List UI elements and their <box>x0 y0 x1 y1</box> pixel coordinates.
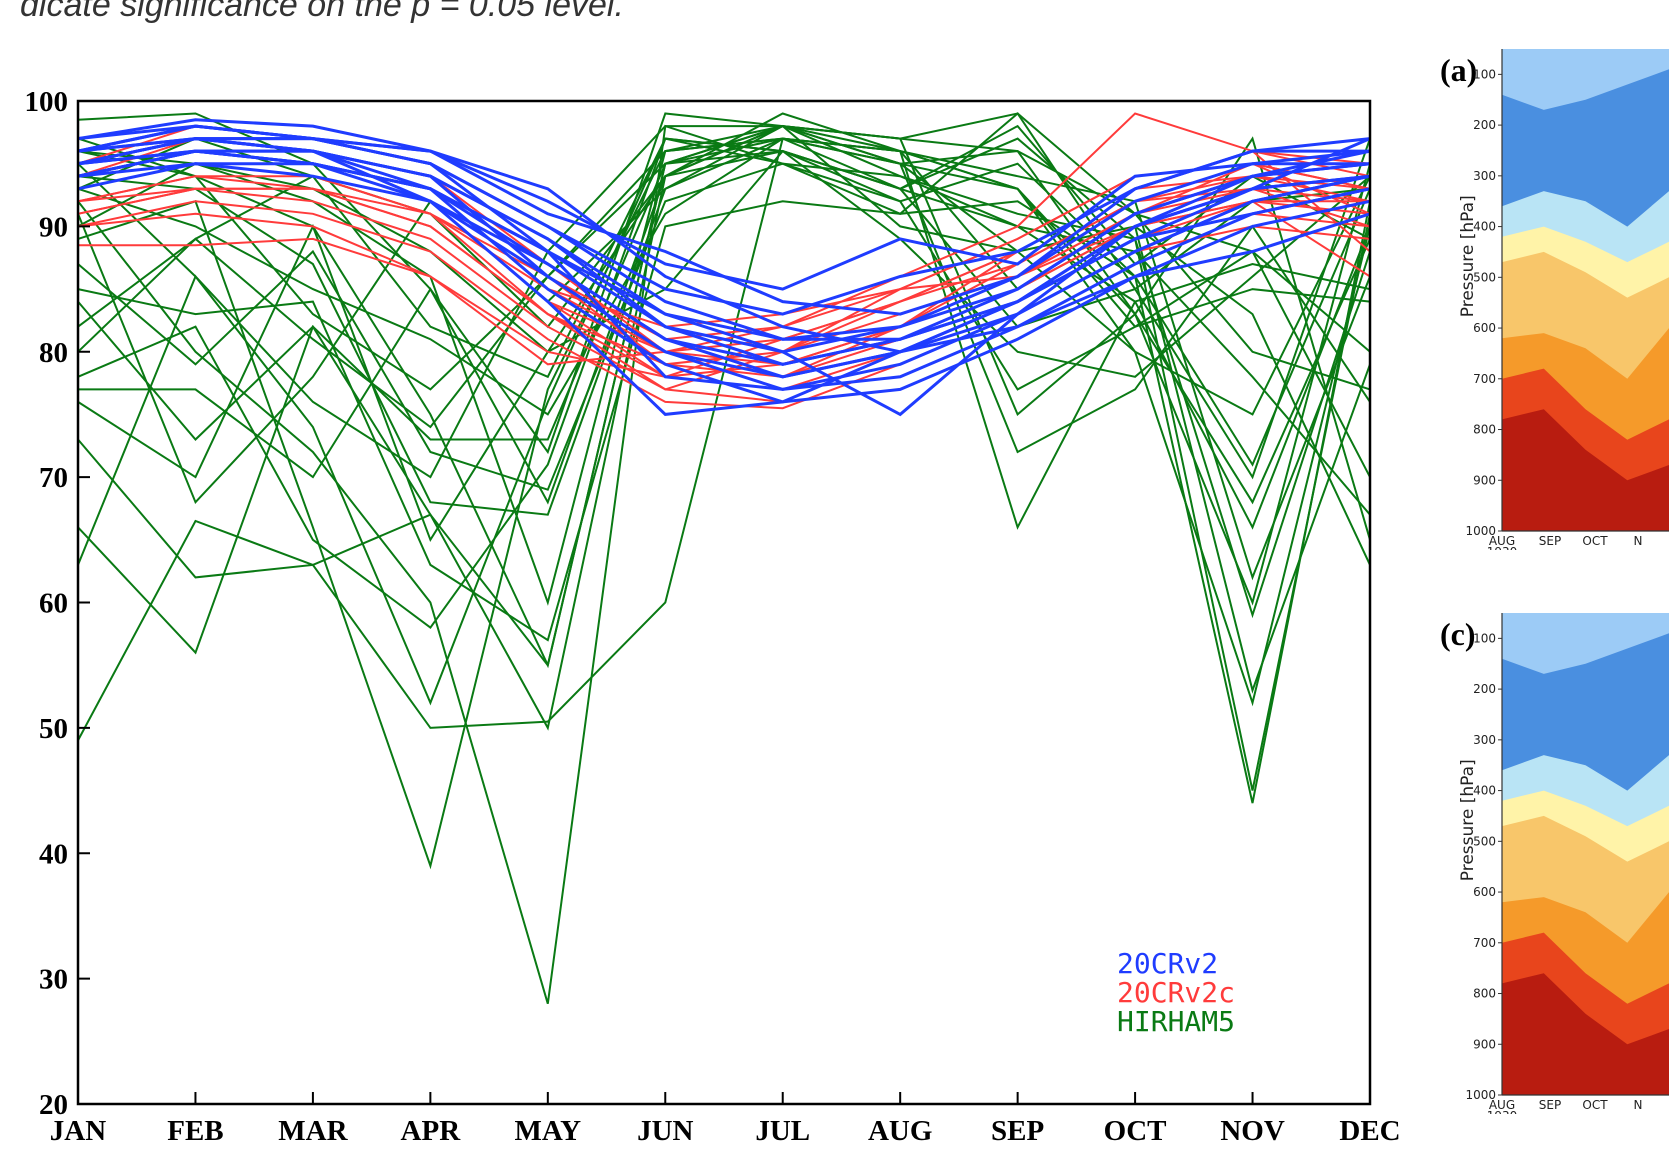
x-tick-label-apr: APR <box>401 1115 462 1147</box>
series-line-20crv2-0 <box>77 118 1371 354</box>
x-tick-label-oct: OCT <box>1104 1115 1167 1147</box>
pressure-tick-label: 500 <box>1473 834 1496 848</box>
x-tick-label-mar: MAR <box>278 1115 348 1147</box>
series-line-hirham5-50 <box>77 137 1371 581</box>
x-tick-label-sep: SEP <box>991 1115 1044 1147</box>
series-line-hirham5-54 <box>77 124 1371 391</box>
x-tick-label-jun: JUN <box>637 1115 693 1147</box>
y-tick-label: 40 <box>39 838 68 870</box>
series-line-20crv2-14 <box>77 124 1371 291</box>
pressure-tick-label: 900 <box>1473 473 1496 487</box>
panel-label-a: (a) <box>1440 52 1478 88</box>
y-tick-label: 50 <box>39 713 68 745</box>
series-layer <box>77 112 1371 1004</box>
series-line-20crv2-9 <box>77 162 1371 416</box>
series-line-20crv2-12 <box>77 149 1371 366</box>
pressure-tick-label: 300 <box>1473 733 1496 747</box>
series-line-hirham5-40 <box>77 112 1371 642</box>
y-tick-label: 80 <box>39 337 68 369</box>
pressure-tick-label: 200 <box>1473 118 1496 132</box>
pressure-tick-label: 600 <box>1473 885 1496 899</box>
caption-fragment: dicate significance on the p = 0.05 leve… <box>20 0 624 24</box>
x-tick-label-dec: DEC <box>1339 1115 1400 1147</box>
time-tick-label: OCT <box>1582 534 1608 548</box>
legend-entry-20crv2: 20CRv2 <box>1117 947 1218 980</box>
y-tick-label: 100 <box>25 86 69 118</box>
time-tick-label: 1930 <box>1487 545 1518 550</box>
y-tick-label: 30 <box>39 964 68 996</box>
time-tick-label: AUG <box>1489 534 1515 548</box>
pressure-tick-label: 900 <box>1473 1037 1496 1051</box>
pressure-axis-label: Pressure [hPa] <box>1458 195 1478 317</box>
pressure-tick-label: 200 <box>1473 682 1496 696</box>
x-tick-label-nov: NOV <box>1220 1115 1285 1147</box>
pressure-tick-label: 1000 <box>1465 1088 1496 1102</box>
pressure-tick-label: 800 <box>1473 987 1496 1001</box>
time-tick-label: OCT <box>1582 1098 1608 1112</box>
pressure-tick-label: 800 <box>1473 423 1496 437</box>
series-line-hirham5-55 <box>77 112 1371 543</box>
pressure-tick-label: 100 <box>1473 67 1496 81</box>
y-tick-label: 20 <box>39 1089 68 1121</box>
time-tick-label: 1930 <box>1487 1109 1518 1114</box>
series-line-20crv2-13 <box>77 149 1371 379</box>
series-line-20crv2c-30 <box>77 187 1370 341</box>
panel-label-c: (c) <box>1440 616 1476 652</box>
x-tick-label-aug: AUG <box>868 1115 932 1147</box>
series-line-hirham5-42 <box>77 137 1371 566</box>
legend-entry-20crv2c: 20CRv2c <box>1117 976 1235 1009</box>
series-line-hirham5-48 <box>77 125 1371 694</box>
pressure-tick-label: 400 <box>1473 784 1496 798</box>
pressure-tick-label: 1000 <box>1465 524 1496 538</box>
heatmap-band-7 <box>1502 409 1669 531</box>
x-tick-label-jul: JUL <box>755 1115 810 1147</box>
series-line-hirham5-43 <box>77 149 1371 378</box>
pressure-tick-label: 500 <box>1473 270 1496 284</box>
pressure-tick-label: 400 <box>1473 220 1496 234</box>
y-tick-label: 60 <box>39 588 68 620</box>
x-tick-label-may: MAY <box>515 1115 582 1147</box>
series-line-20crv2-1 <box>77 137 1371 341</box>
legend-entry-hirham5: HIRHAM5 <box>1117 1005 1235 1038</box>
axes: 20 30 40 50 60 70 80 90 100 JAN FEB MAR APR MAY JUN JUL… <box>25 86 1401 1147</box>
time-tick-label: SEP <box>1539 1098 1561 1112</box>
pressure-axis-label: Pressure [hPa] <box>1458 759 1478 881</box>
pressure-tick-label: 700 <box>1473 372 1496 386</box>
time-tick-label: AUG <box>1489 1098 1515 1112</box>
time-tick-label: N <box>1634 534 1643 548</box>
pressure-tick-label: 700 <box>1473 936 1496 950</box>
y-tick-label: 90 <box>39 211 68 243</box>
y-tick-label: 70 <box>39 462 68 494</box>
series-line-20crv2-15 <box>77 162 1371 341</box>
pressure-tick-label: 600 <box>1473 321 1496 335</box>
heatmap-panel-c: 100 200 300 400 500 600 700 800 900 1000 Pressure … <box>1458 613 1669 1114</box>
heatmap-band-7 <box>1502 973 1669 1095</box>
x-tick-label-feb: FEB <box>167 1115 223 1147</box>
pressure-tick-label: 300 <box>1473 169 1496 183</box>
series-line-20crv2-10 <box>77 137 1371 417</box>
x-tick-label-jan: JAN <box>50 1115 106 1147</box>
time-tick-label: SEP <box>1539 534 1561 548</box>
heatmap-panel-a: 100 200 300 400 500 600 700 800 900 1000 Pressure … <box>1458 49 1669 550</box>
series-line-20crv2-11 <box>77 137 1371 316</box>
pressure-tick-label: 100 <box>1473 631 1496 645</box>
series-line-20crv2c-20 <box>77 200 1371 410</box>
time-tick-label: N <box>1634 1098 1643 1112</box>
